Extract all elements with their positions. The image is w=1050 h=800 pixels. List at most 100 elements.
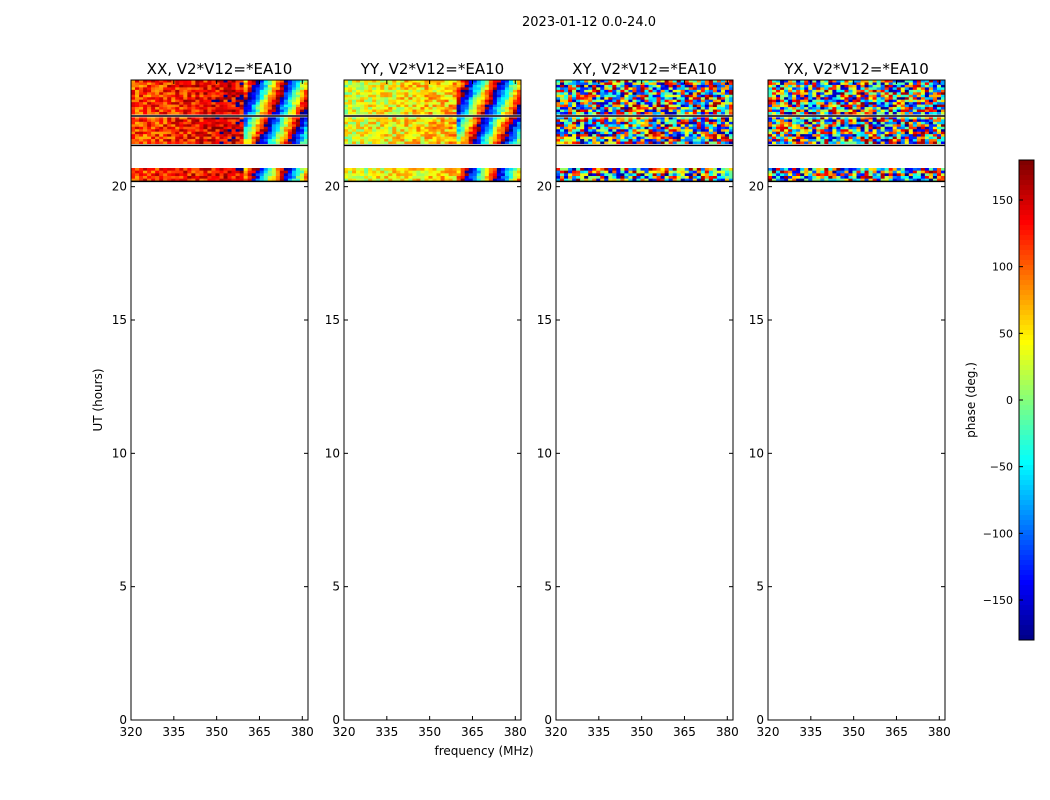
- heatmap-cell: [568, 139, 573, 142]
- heatmap-cell: [392, 139, 397, 142]
- heatmap-cell: [416, 126, 421, 130]
- heatmap-cell: [384, 168, 389, 171]
- heatmap-cell: [628, 139, 633, 142]
- heatmap-cell: [696, 119, 702, 123]
- heatmap-cells: [131, 80, 309, 182]
- heatmap-cell: [448, 176, 453, 179]
- heatmap-cell: [796, 84, 801, 88]
- heatmap-cell: [464, 102, 469, 105]
- heatmap-cell: [604, 109, 609, 113]
- heatmap-cell: [420, 84, 425, 88]
- heatmap-cell: [344, 168, 349, 171]
- heatmap-cell: [139, 170, 144, 174]
- heatmap-cell: [816, 176, 821, 179]
- heatmap-cell: [728, 82, 734, 86]
- heatmap-cell: [444, 97, 449, 100]
- heatmap-cell: [852, 168, 857, 171]
- heatmap-cell: [303, 126, 309, 130]
- heatmap-cell: [836, 178, 841, 182]
- heatmap-cell: [468, 82, 474, 86]
- heatmap-cell: [644, 136, 649, 140]
- heatmap-cell: [564, 136, 569, 140]
- heatmap-cell: [880, 97, 885, 100]
- heatmap-cell: [251, 94, 256, 98]
- heatmap-cell: [255, 107, 261, 110]
- heatmap-cell: [640, 141, 645, 145]
- heatmap-cell: [247, 168, 252, 171]
- heatmap-cell: [904, 89, 910, 93]
- heatmap-cell: [416, 112, 421, 115]
- heatmap-cell: [912, 168, 918, 171]
- heatmap-cell: [496, 129, 502, 132]
- heatmap-cell: [456, 134, 461, 137]
- heatmap-cell: [556, 112, 561, 115]
- heatmap-cell: [632, 170, 637, 174]
- heatmap-cell: [428, 102, 433, 105]
- heatmap-cell: [396, 89, 401, 93]
- heatmap-cell: [508, 173, 514, 177]
- heatmap-cell: [728, 131, 734, 135]
- heatmap-cell: [468, 94, 474, 98]
- heatmap-cell: [207, 176, 212, 179]
- heatmap-cell: [207, 82, 212, 86]
- heatmap-cell: [440, 136, 445, 140]
- heatmap-cell: [291, 112, 297, 115]
- heatmap-cell: [396, 80, 401, 83]
- heatmap-cell: [900, 107, 906, 110]
- heatmap-cell: [916, 84, 922, 88]
- heatmap-cell: [828, 84, 833, 88]
- heatmap-cell: [376, 116, 381, 120]
- heatmap-cell: [712, 168, 718, 171]
- heatmap-cell: [648, 173, 653, 177]
- heatmap-cell: [664, 102, 669, 105]
- heatmap-cell: [175, 94, 180, 98]
- heatmap-cell: [712, 129, 718, 132]
- heatmap-cell: [263, 136, 269, 140]
- heatmap-cell: [368, 126, 373, 130]
- heatmap-cell: [215, 131, 220, 135]
- heatmap-cell: [267, 141, 273, 145]
- heatmap-cell: [271, 104, 277, 108]
- heatmap-cell: [504, 116, 510, 120]
- heatmap-cell: [231, 136, 236, 140]
- heatmap-cell: [684, 134, 690, 137]
- heatmap-cell: [784, 82, 789, 86]
- heatmap-cell: [372, 116, 377, 120]
- heatmap-cell: [219, 141, 224, 145]
- heatmap-cell: [600, 168, 605, 171]
- heatmap-cell: [692, 92, 698, 96]
- heatmap-cell: [344, 104, 349, 108]
- heatmap-cell: [660, 89, 665, 93]
- heatmap-cell: [848, 87, 853, 91]
- heatmap-cell: [856, 87, 861, 91]
- heatmap-cell: [448, 141, 453, 145]
- heatmap-cell: [688, 126, 694, 130]
- heatmap-cell: [376, 80, 381, 83]
- heatmap-cell: [880, 94, 885, 98]
- heatmap-cell: [440, 82, 445, 86]
- heatmap-cell: [408, 170, 413, 174]
- heatmap-cell: [352, 124, 357, 128]
- heatmap-cell: [388, 178, 393, 182]
- heatmap-cell: [784, 107, 789, 110]
- heatmap-cell: [652, 126, 657, 130]
- heatmap-cell: [183, 102, 188, 105]
- heatmap-cell: [372, 104, 377, 108]
- heatmap-cell: [380, 126, 385, 130]
- heatmap-cell: [808, 87, 813, 91]
- heatmap-cell: [708, 87, 714, 91]
- heatmap-cell: [592, 141, 597, 145]
- heatmap-cell: [720, 84, 726, 88]
- heatmap-cell: [199, 124, 204, 128]
- heatmap-cell: [412, 104, 417, 108]
- heatmap-cell: [163, 119, 168, 123]
- heatmap-cell: [884, 168, 889, 171]
- heatmap-cell: [195, 173, 200, 177]
- heatmap-cell: [428, 109, 433, 113]
- heatmap-cell: [472, 112, 478, 115]
- heatmap-cell: [472, 131, 478, 135]
- heatmap-cell: [572, 170, 577, 174]
- heatmap-cell: [776, 87, 781, 91]
- heatmap-cell: [227, 89, 232, 93]
- heatmap-cell: [167, 126, 172, 130]
